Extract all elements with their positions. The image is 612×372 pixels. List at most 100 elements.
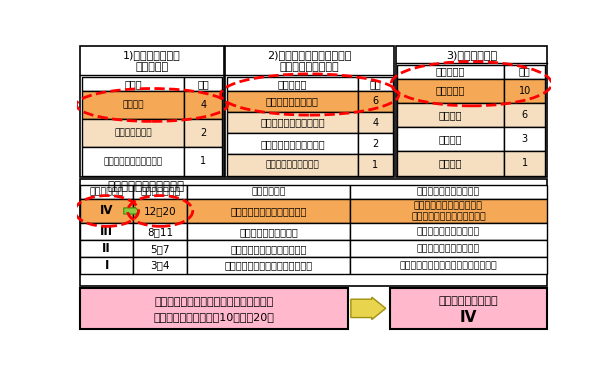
Bar — [184, 119, 222, 147]
Bar — [187, 185, 350, 199]
Bar — [80, 223, 133, 240]
Text: 6: 6 — [372, 96, 378, 106]
Bar — [187, 240, 350, 257]
Bar — [133, 199, 187, 223]
Bar — [184, 77, 222, 91]
Text: 微　　傷: 微 傷 — [439, 158, 463, 169]
Text: 2)危険状態が発生したとき: 2)危険状態が発生したとき — [267, 51, 352, 60]
Bar — [80, 46, 224, 177]
Text: IV: IV — [460, 310, 477, 325]
Text: リスク低減措置を直ちに行う: リスク低減措置を直ちに行う — [411, 212, 486, 221]
Bar — [187, 257, 350, 274]
Bar — [227, 133, 358, 154]
Bar — [350, 257, 547, 274]
Text: ４点　＋　６点　＋　10点＝　20点: ４点 ＋ ６点 ＋ 10点＝ 20点 — [154, 312, 275, 323]
Text: 可　能　性: 可 能 性 — [278, 79, 307, 89]
Text: 8～11: 8～11 — [147, 227, 173, 237]
Text: と　き　ど　き: と き ど き — [114, 129, 152, 138]
Text: リスクレベル: リスクレベル — [89, 187, 124, 196]
Text: 3)ケガの重大性: 3)ケガの重大性 — [446, 51, 497, 60]
Bar — [184, 91, 222, 119]
Bar — [82, 77, 184, 91]
Text: 12～20: 12～20 — [144, 206, 176, 216]
Bar — [350, 240, 547, 257]
Bar — [396, 46, 547, 177]
Bar — [187, 199, 350, 223]
Text: 費用対効果を考慮して低減措置を行う: 費用対効果を考慮して低減措置を行う — [400, 261, 498, 270]
FancyArrow shape — [351, 297, 386, 320]
Bar — [358, 91, 393, 112]
Bar — [397, 151, 504, 176]
Text: 頻　　繁: 頻 繁 — [122, 100, 144, 109]
Bar — [133, 185, 187, 199]
Text: 可　能　性　が　あ　る: 可 能 性 が あ る — [260, 139, 325, 149]
Text: 安全衛生上多少の問題がある: 安全衛生上多少の問題がある — [231, 244, 307, 254]
Bar — [82, 147, 184, 176]
Bar — [504, 65, 545, 78]
Bar — [80, 240, 133, 257]
Bar — [80, 257, 133, 274]
Text: リスクレベルの決定: リスクレベルの決定 — [439, 296, 498, 306]
Bar — [358, 112, 393, 133]
Bar — [133, 240, 187, 257]
Bar — [504, 151, 545, 176]
Text: リスクレベルの評価基準: リスクレベルの評価基準 — [108, 180, 185, 193]
Bar — [397, 65, 504, 78]
Text: 頻　度: 頻 度 — [124, 79, 142, 89]
Bar — [397, 127, 504, 151]
Text: 5～7: 5～7 — [151, 244, 170, 254]
Text: 重　大　性: 重 大 性 — [436, 67, 465, 77]
Text: 低減措置を計画的に行う: 低減措置を計画的に行う — [417, 244, 480, 253]
Bar — [227, 91, 358, 112]
Text: 致　命　傷: 致 命 傷 — [436, 86, 465, 96]
Text: 6: 6 — [521, 110, 528, 120]
Text: ケガに至る可能性: ケガに至る可能性 — [280, 62, 340, 72]
Text: II: II — [102, 242, 111, 255]
Bar — [358, 77, 393, 91]
Text: リスクの内容: リスクの内容 — [252, 187, 286, 196]
Text: 4: 4 — [200, 100, 206, 110]
Bar — [350, 185, 547, 199]
Text: め　っ　た　に　な　い: め っ た に な い — [103, 157, 163, 166]
Bar — [358, 133, 393, 154]
Text: 4: 4 — [372, 118, 378, 128]
Text: IV: IV — [100, 205, 113, 218]
Text: 安全衛生上問題がある: 安全衛生上問題がある — [239, 227, 298, 237]
Text: 3～4: 3～4 — [151, 261, 170, 271]
Bar — [390, 288, 547, 329]
FancyArrow shape — [124, 207, 140, 215]
Bar — [504, 78, 545, 103]
Text: 重　　傷: 重 傷 — [439, 110, 463, 120]
Bar — [225, 46, 394, 177]
Bar — [227, 154, 358, 176]
Text: 点数: 点数 — [519, 67, 531, 77]
Text: 3: 3 — [521, 134, 528, 144]
Bar — [187, 223, 350, 240]
Bar — [504, 103, 545, 127]
Bar — [133, 223, 187, 240]
Bar — [80, 185, 133, 199]
Text: リスク低減措置の進め方: リスク低減措置の進め方 — [417, 187, 480, 196]
Bar — [82, 91, 184, 119]
Text: 10: 10 — [518, 86, 531, 96]
Text: 1: 1 — [200, 156, 206, 166]
Text: 低減措置を速やかに行う: 低減措置を速やかに行う — [417, 227, 480, 236]
Text: 確　実　で　あ　る: 確 実 で あ る — [266, 96, 319, 106]
Text: 点数: 点数 — [198, 79, 209, 89]
Text: 直ちに中止または改善する: 直ちに中止または改善する — [414, 201, 483, 210]
Bar — [80, 179, 547, 286]
Bar — [80, 288, 348, 329]
Bar — [80, 199, 133, 223]
Bar — [397, 78, 504, 103]
Text: 頻度＋可能性＋重大性＝リスクポイント: 頻度＋可能性＋重大性＝リスクポイント — [154, 297, 274, 307]
Bar — [133, 257, 187, 274]
Text: 1)危険状態が発生: 1)危険状態が発生 — [123, 51, 181, 60]
Text: 安全衛生上の問題おほとんどない: 安全衛生上の問題おほとんどない — [225, 261, 313, 271]
Text: する頻度: する頻度 — [135, 62, 169, 72]
Bar — [227, 77, 358, 91]
Bar — [227, 112, 358, 133]
Text: 2: 2 — [372, 139, 378, 149]
Text: I: I — [105, 259, 109, 272]
Bar — [358, 154, 393, 176]
Text: III: III — [100, 225, 113, 238]
